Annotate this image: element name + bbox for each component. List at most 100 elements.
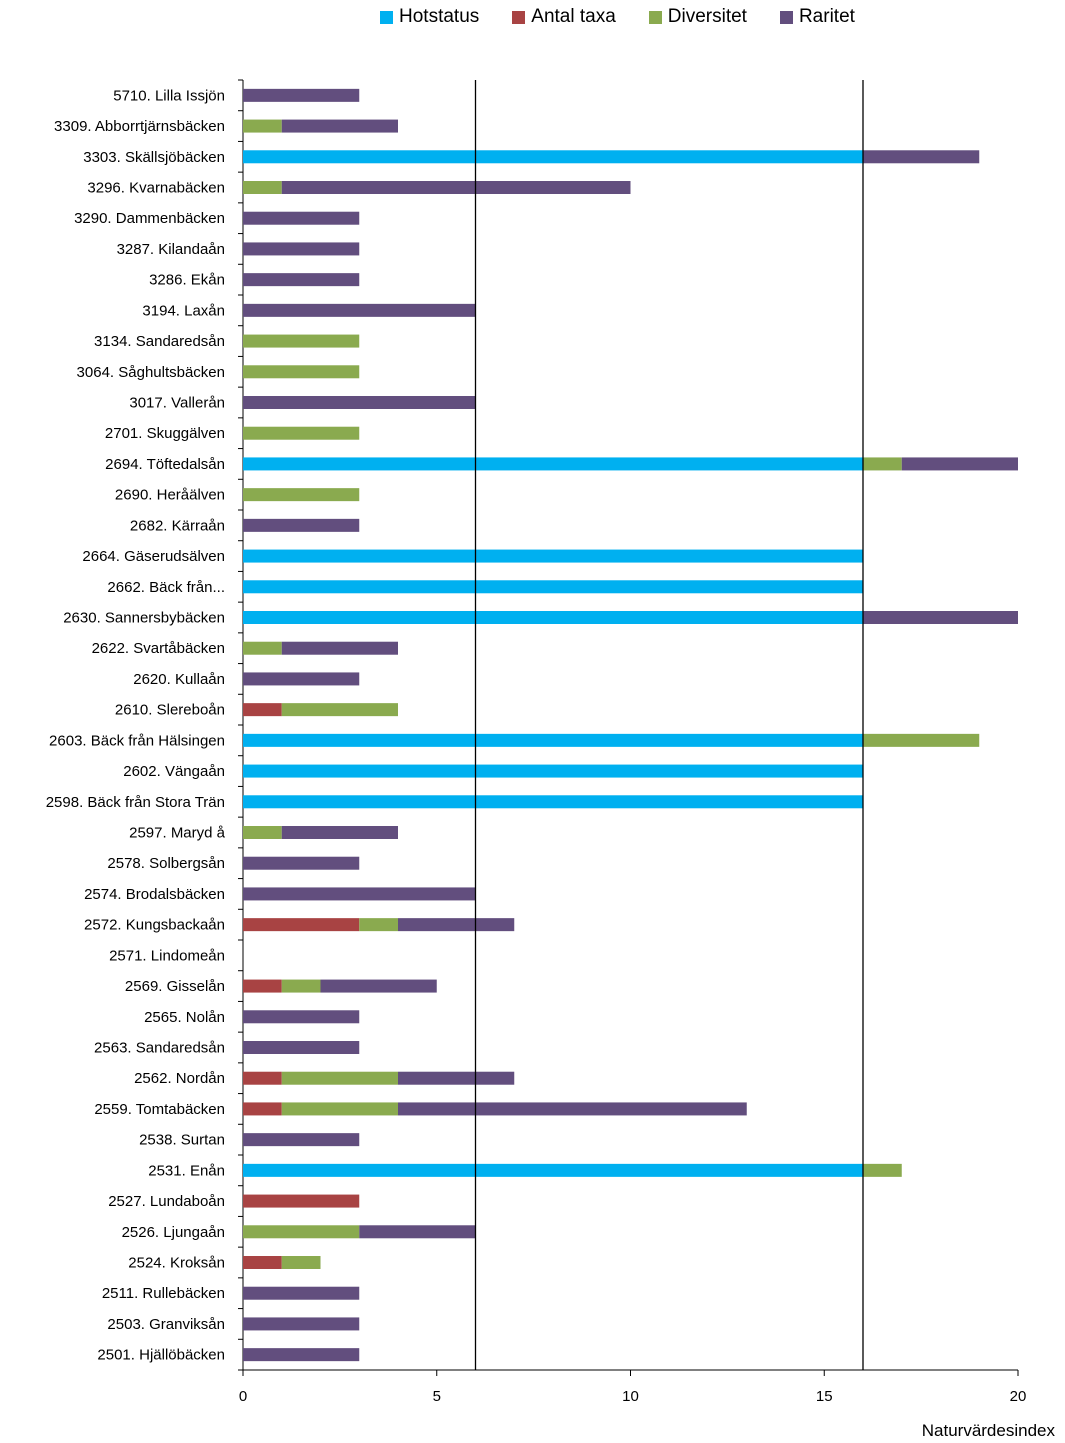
category-label: 3296. Kvarnabäcken [87,180,225,197]
bar-raritet [243,1286,360,1300]
bar-diversitet [863,1163,902,1177]
category-label: 3290. Dammenbäcken [74,210,225,227]
bar-antal-taxa [243,1194,360,1208]
category-label: 3017. Vallerån [129,395,225,412]
bar-diversitet [281,1256,321,1269]
legend-swatch-hotstatus [380,10,393,24]
bar-diversitet [359,918,398,932]
bar-antal-taxa [243,979,282,993]
bar-antal-taxa [243,1256,282,1269]
category-label: 2690. Heråälven [115,487,225,504]
bar-raritet [243,887,476,901]
category-label: 2622. Svartåbäcken [92,640,225,657]
category-label: 2578. Solbergsån [107,855,225,872]
bar-hotstatus [243,764,863,778]
category-label: 2501. Hjällöbäcken [97,1347,225,1364]
legend-swatch-raritet [779,10,793,24]
bar-diversitet [243,426,360,440]
bar-raritet [243,1348,360,1362]
category-label: 2620. Kullaån [133,671,225,688]
bar-raritet [281,641,398,655]
category-label: 2701. Skuggälven [105,425,225,442]
bar-diversitet [243,826,282,839]
bar-raritet [243,1133,360,1147]
bar-raritet [243,1041,360,1054]
category-label: 2569. Gisselån [125,978,225,995]
bar-diversitet [281,979,321,993]
bar-raritet [243,856,360,870]
bar-hotstatus [243,549,863,563]
bar-raritet [243,242,360,256]
category-label: 2531. Enån [148,1162,225,1179]
chart-legend: Hotstatus Antal taxa Diversitet Raritet [380,6,888,28]
category-label: 2597. Maryd å [129,825,226,842]
bar-raritet [359,1225,476,1239]
category-label: 2664. Gäserudsälven [82,548,225,565]
bar-raritet [243,273,360,287]
bar-raritet [243,1317,360,1331]
bar-hotstatus [243,457,863,471]
bar-antal-taxa [243,1102,282,1116]
bar-raritet [243,211,360,225]
category-label: 2511. Rullebäcken [102,1285,225,1302]
legend-item-hotstatus: Hotstatus [380,6,479,28]
bar-antal-taxa [243,1071,282,1085]
bar-antal-taxa [243,918,360,932]
category-label: 2503. Granviksån [107,1316,225,1333]
category-label: 3134. Sandaredsån [94,333,225,350]
category-label: 2602. Vängaån [123,763,225,780]
category-label: 2526. Ljungaån [122,1224,225,1241]
bar-diversitet [243,334,360,348]
category-label: 3064. Såghultsbäcken [77,364,225,381]
bar-raritet [398,1071,515,1085]
category-label: 2682. Kärraån [130,517,225,534]
bar-diversitet [243,119,282,133]
bar-diversitet [863,457,902,471]
legend-item-antal-taxa: Antal taxa [512,6,616,28]
category-label: 2662. Bäck från... [107,579,225,596]
x-tick-label: 5 [433,1388,441,1405]
bar-hotstatus [243,795,863,809]
legend-item-raritet: Raritet [779,6,855,28]
x-tick-label: 0 [239,1388,247,1405]
bar-raritet [281,119,398,133]
category-label: 2572. Kungsbackaån [84,917,225,934]
legend-swatch-antal-taxa [512,10,526,24]
bar-raritet [398,1102,747,1116]
legend-swatch-diversitet [648,10,662,24]
x-tick-label: 15 [816,1388,833,1405]
bar-raritet [243,303,476,317]
category-label: 2527. Lundaboån [108,1193,225,1210]
bar-raritet [863,150,980,164]
category-label: 2562. Nordån [134,1070,225,1087]
category-label: 2598. Bäck från Stora Trän [46,794,225,811]
bar-diversitet [243,181,282,194]
bar-raritet [243,672,360,686]
legend-label-antal-taxa: Antal taxa [531,6,616,27]
category-label: 3287. Kilandaån [117,241,225,258]
category-label: 2559. Tomtabäcken [94,1101,225,1118]
bar-raritet [863,611,1018,624]
bar-diversitet [243,365,360,379]
bar-diversitet [243,641,282,655]
legend-item-diversitet: Diversitet [648,6,747,28]
bar-diversitet [863,733,980,747]
category-label: 2565. Nolån [144,1009,225,1026]
x-tick-label: 20 [1010,1388,1027,1405]
bar-raritet [243,396,476,409]
category-label: 2538. Surtan [139,1132,225,1149]
legend-label-diversitet: Diversitet [667,6,747,27]
category-label: 2610. Slereboån [115,702,225,719]
bar-raritet [281,181,631,194]
bar-hotstatus [243,733,863,747]
category-label: 2574. Brodalsbäcken [84,886,225,903]
bar-hotstatus [243,150,863,164]
category-label: 5710. Lilla Issjön [113,87,225,104]
bar-hotstatus [243,611,863,624]
bar-diversitet [281,703,398,717]
bar-raritet [243,88,360,102]
legend-label-raritet: Raritet [798,6,855,27]
bar-hotstatus [243,580,863,594]
bar-raritet [243,518,360,532]
